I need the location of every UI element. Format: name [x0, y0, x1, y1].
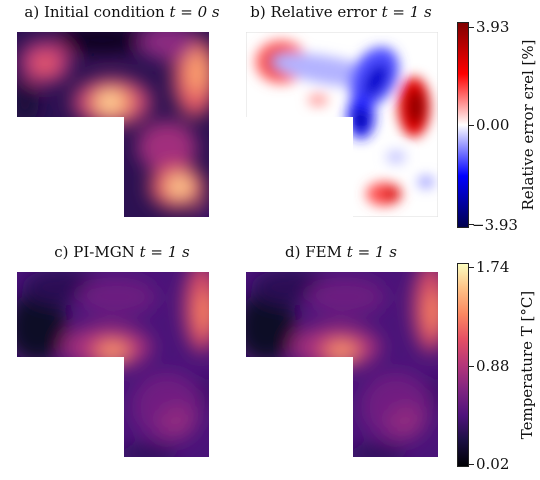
- panel-d-title: d) FEM t = 1 s: [236, 243, 446, 261]
- panel-c-title-prefix: c) PI-MGN: [54, 243, 135, 261]
- error-tick-min: −3.93: [472, 216, 518, 234]
- error-colorbar-label: Relative error ϵrel [%]: [519, 39, 537, 211]
- panel-a-title-prefix: a) Initial condition: [24, 3, 165, 21]
- panel-c-title: c) PI-MGN t = 1 s: [12, 243, 232, 261]
- error-tick-mark-mid: [469, 125, 474, 126]
- temperature-colorbar: [457, 263, 469, 467]
- panel-a-time: t = 0 s: [169, 3, 220, 21]
- temperature-tick-min: 0.02: [476, 455, 510, 473]
- temperature-colorbar-label: Temperature T [°C]: [518, 290, 536, 440]
- panel-b-title: b) Relative error t = 1 s: [236, 3, 446, 21]
- temperature-tick-mark-mid: [469, 366, 474, 367]
- panel-c-heatmap: [17, 272, 209, 457]
- temperature-tick-mid: 0.88: [476, 357, 510, 375]
- error-colorbar-fill: [458, 23, 468, 227]
- error-colorbar: [457, 22, 469, 228]
- error-tick-max: 3.93: [476, 18, 510, 36]
- temperature-tick-max: 1.74: [476, 258, 510, 276]
- panel-b-time: t = 1 s: [381, 3, 432, 21]
- error-tick-zero: 0.00: [476, 116, 510, 134]
- temperature-colorbar-fill: [458, 264, 468, 466]
- panel-c-time: t = 1 s: [139, 243, 190, 261]
- error-tick-mark-bottom: [469, 224, 474, 225]
- error-tick-mark-top: [469, 27, 474, 28]
- panel-b-title-prefix: b) Relative error: [250, 3, 377, 21]
- panel-a-heatmap: [17, 32, 209, 217]
- temperature-tick-mark-bottom: [469, 464, 474, 465]
- temperature-tick-mark-top: [469, 267, 474, 268]
- panel-b-heatmap: [246, 32, 438, 217]
- panel-a-title: a) Initial condition t = 0 s: [12, 3, 232, 21]
- panel-d-heatmap: [246, 272, 438, 457]
- panel-d-title-prefix: d) FEM: [285, 243, 342, 261]
- panel-d-time: t = 1 s: [346, 243, 397, 261]
